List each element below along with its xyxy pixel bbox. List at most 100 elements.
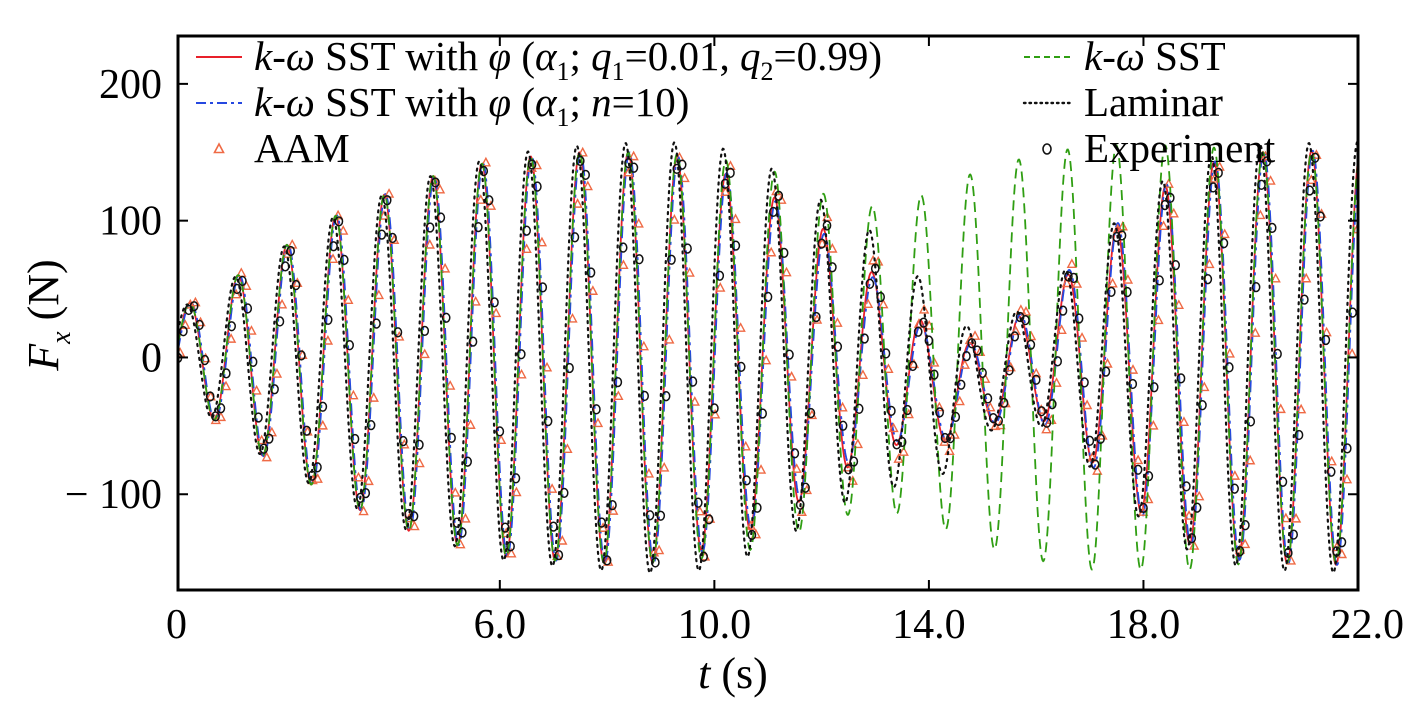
- aam-point: [1173, 299, 1185, 310]
- aam-point: [1153, 314, 1164, 325]
- experiment-point: [747, 529, 757, 541]
- experiment-point: [313, 462, 322, 473]
- experiment-point: [962, 350, 971, 362]
- ticks-layer: 0 6.0 10.0 14.0 18.0 22.0 200 100 0 − 100: [65, 36, 1404, 648]
- series-line-k-sst: [178, 144, 1358, 571]
- experiment-point: [870, 263, 880, 274]
- experiment-point: [892, 439, 902, 450]
- experiment-point: [978, 367, 987, 379]
- experiment-point: [1128, 378, 1138, 390]
- y-tick-label: 0: [141, 335, 162, 381]
- experiment-point: [238, 275, 247, 287]
- aam-point: [944, 445, 955, 455]
- experiment-point: [345, 340, 354, 351]
- experiment-point: [398, 435, 408, 447]
- experiment-point: [484, 195, 494, 206]
- aam-point: [322, 335, 334, 345]
- aam-point: [261, 451, 272, 462]
- experiment-point: [280, 261, 290, 272]
- experiment-point: [457, 527, 467, 538]
- legend-label-left-2: AAM: [254, 125, 350, 171]
- experiment-point: [828, 262, 837, 273]
- experiment-point: [602, 555, 612, 566]
- aam-point: [246, 325, 257, 335]
- experiment-point: [297, 350, 306, 361]
- aam-point: [735, 322, 746, 332]
- series-experiment-markers: [178, 152, 1357, 568]
- experiment-point: [1192, 502, 1202, 513]
- experiment-point: [581, 169, 590, 180]
- experiment-point: [908, 360, 918, 372]
- experiment-point: [1241, 520, 1250, 531]
- experiment-point: [758, 408, 767, 419]
- experiment-point: [565, 362, 574, 374]
- legend-swatch-experiment: [1042, 143, 1052, 155]
- aam-point: [613, 390, 624, 401]
- experiment-point: [522, 225, 531, 236]
- experiment-point: [570, 232, 580, 243]
- experiment-point: [1144, 471, 1154, 482]
- aam-point: [1204, 258, 1215, 269]
- experiment-point: [838, 420, 848, 431]
- experiment-point: [1224, 362, 1234, 373]
- aam-point: [730, 213, 741, 224]
- aam-point: [475, 194, 486, 204]
- experiment-point: [715, 270, 725, 281]
- experiment-point: [275, 316, 285, 327]
- aam-point: [363, 475, 374, 486]
- aam-point: [1076, 332, 1088, 342]
- aam-point: [1188, 540, 1200, 550]
- experiment-point: [227, 321, 236, 332]
- experiment-point: [897, 436, 907, 448]
- aam-point: [281, 248, 293, 258]
- experiment-point: [232, 283, 242, 295]
- experiment-point: [1283, 547, 1293, 559]
- experiment-point: [1251, 282, 1261, 293]
- experiment-point: [329, 241, 338, 252]
- experiment-point: [1208, 182, 1218, 193]
- aam-point: [929, 356, 940, 367]
- experiment-point: [688, 376, 698, 387]
- experiment-point: [382, 195, 392, 206]
- experiment-point: [731, 240, 741, 251]
- aam-point: [460, 512, 471, 523]
- experiment-point: [516, 349, 526, 360]
- aam-point: [567, 312, 578, 323]
- experiment-point: [817, 238, 826, 249]
- aam-point: [1148, 419, 1159, 430]
- experiment-point: [479, 165, 489, 177]
- experiment-point: [790, 448, 800, 459]
- aam-point: [715, 282, 726, 292]
- experiment-point: [431, 177, 440, 188]
- experiment-point: [726, 167, 735, 178]
- experiment-point: [1182, 481, 1191, 492]
- experiment-point: [339, 254, 349, 266]
- experiment-point: [1026, 339, 1036, 350]
- aam-point: [1056, 324, 1067, 335]
- aam-point: [276, 298, 288, 309]
- aam-point: [1245, 454, 1256, 465]
- legend-swatch-aam: [213, 142, 225, 154]
- experiment-point: [651, 557, 660, 568]
- experiment-point: [881, 348, 891, 359]
- legend: k-ω SST with φ (α1; q1=0.01, q2=0.99)k-ω…: [196, 33, 1276, 171]
- experiment-point: [1069, 272, 1079, 284]
- aam-point: [740, 440, 751, 451]
- aam-point: [419, 348, 430, 359]
- experiment-point: [844, 464, 853, 475]
- experiment-point: [286, 245, 295, 257]
- experiment-point: [1074, 313, 1084, 324]
- experiment-point: [1117, 230, 1127, 241]
- aam-point: [220, 380, 232, 391]
- aam-point: [1219, 228, 1230, 239]
- experiment-point: [736, 361, 746, 373]
- aam-point: [694, 505, 706, 516]
- experiment-point: [1112, 231, 1121, 243]
- aam-point: [562, 443, 573, 453]
- experiment-point: [195, 319, 204, 331]
- experiment-point: [543, 416, 553, 427]
- aam-point: [898, 446, 909, 456]
- experiment-point: [409, 511, 419, 522]
- experiment-point: [500, 522, 510, 533]
- aam-point: [495, 434, 507, 445]
